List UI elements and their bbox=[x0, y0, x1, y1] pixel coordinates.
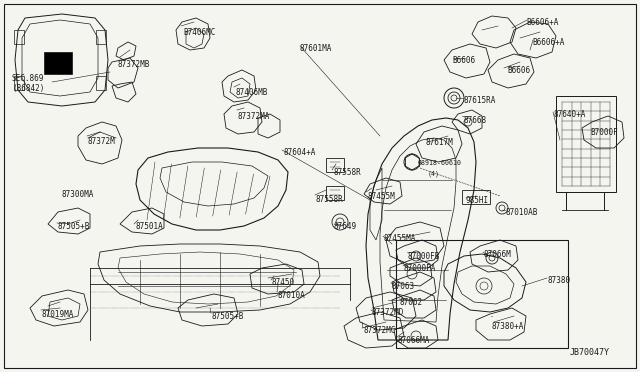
Bar bbox=[14, 30, 24, 44]
Text: JB70047Y: JB70047Y bbox=[570, 348, 610, 357]
Text: 87062: 87062 bbox=[400, 298, 423, 307]
Text: B6606: B6606 bbox=[507, 66, 530, 75]
Text: 87019MA: 87019MA bbox=[42, 310, 74, 319]
Text: B6606+A: B6606+A bbox=[532, 38, 564, 47]
Text: 87640+A: 87640+A bbox=[554, 110, 586, 119]
Text: 87066MA: 87066MA bbox=[398, 336, 430, 345]
Text: 87455M: 87455M bbox=[367, 192, 395, 201]
Text: 87010AB: 87010AB bbox=[506, 208, 538, 217]
Text: B6606: B6606 bbox=[452, 56, 475, 65]
Text: 08918-60610: 08918-60610 bbox=[418, 160, 462, 166]
Text: 87617M: 87617M bbox=[426, 138, 454, 147]
Text: 87063: 87063 bbox=[392, 282, 415, 291]
Text: 87649: 87649 bbox=[334, 222, 357, 231]
Text: 87406MB: 87406MB bbox=[235, 88, 268, 97]
Bar bbox=[96, 76, 106, 90]
Text: (4): (4) bbox=[428, 170, 440, 176]
Text: 87066M: 87066M bbox=[484, 250, 512, 259]
Text: SEC.869: SEC.869 bbox=[12, 74, 44, 83]
Text: (86842): (86842) bbox=[12, 84, 44, 93]
Bar bbox=[556, 96, 616, 192]
Bar bbox=[14, 76, 24, 90]
Text: 985HI: 985HI bbox=[466, 196, 489, 205]
Text: 87372MB: 87372MB bbox=[118, 60, 150, 69]
Text: B7406MC: B7406MC bbox=[183, 28, 216, 37]
Text: 87010A: 87010A bbox=[278, 291, 306, 300]
Text: 87604+A: 87604+A bbox=[283, 148, 316, 157]
Text: 87000FA: 87000FA bbox=[404, 264, 436, 273]
Text: 87668: 87668 bbox=[463, 116, 486, 125]
Text: 87601MA: 87601MA bbox=[300, 44, 332, 53]
Text: 87505+B: 87505+B bbox=[212, 312, 244, 321]
Text: B7000F: B7000F bbox=[590, 128, 618, 137]
Text: 87615RA: 87615RA bbox=[464, 96, 497, 105]
Text: 87501A: 87501A bbox=[135, 222, 163, 231]
Bar bbox=[326, 186, 344, 200]
Text: 87558R: 87558R bbox=[316, 195, 344, 204]
Text: 87372MD: 87372MD bbox=[372, 308, 404, 317]
Text: 87372M: 87372M bbox=[88, 137, 116, 146]
Bar bbox=[462, 190, 490, 204]
Bar bbox=[44, 52, 72, 74]
Text: 87372MC: 87372MC bbox=[364, 326, 396, 335]
Text: 87000FB: 87000FB bbox=[408, 252, 440, 261]
Text: 87455MA: 87455MA bbox=[384, 234, 417, 243]
Bar bbox=[396, 240, 568, 348]
Bar bbox=[96, 30, 106, 44]
Text: 87558R: 87558R bbox=[333, 168, 361, 177]
Text: 87380+A: 87380+A bbox=[492, 322, 524, 331]
Text: 87450: 87450 bbox=[272, 278, 295, 287]
Text: 87372MA: 87372MA bbox=[238, 112, 270, 121]
Text: B6606+A: B6606+A bbox=[526, 18, 558, 27]
Bar bbox=[326, 158, 344, 172]
Text: 87380: 87380 bbox=[548, 276, 571, 285]
Text: 87300MA: 87300MA bbox=[62, 190, 94, 199]
Text: 87505+B: 87505+B bbox=[58, 222, 90, 231]
